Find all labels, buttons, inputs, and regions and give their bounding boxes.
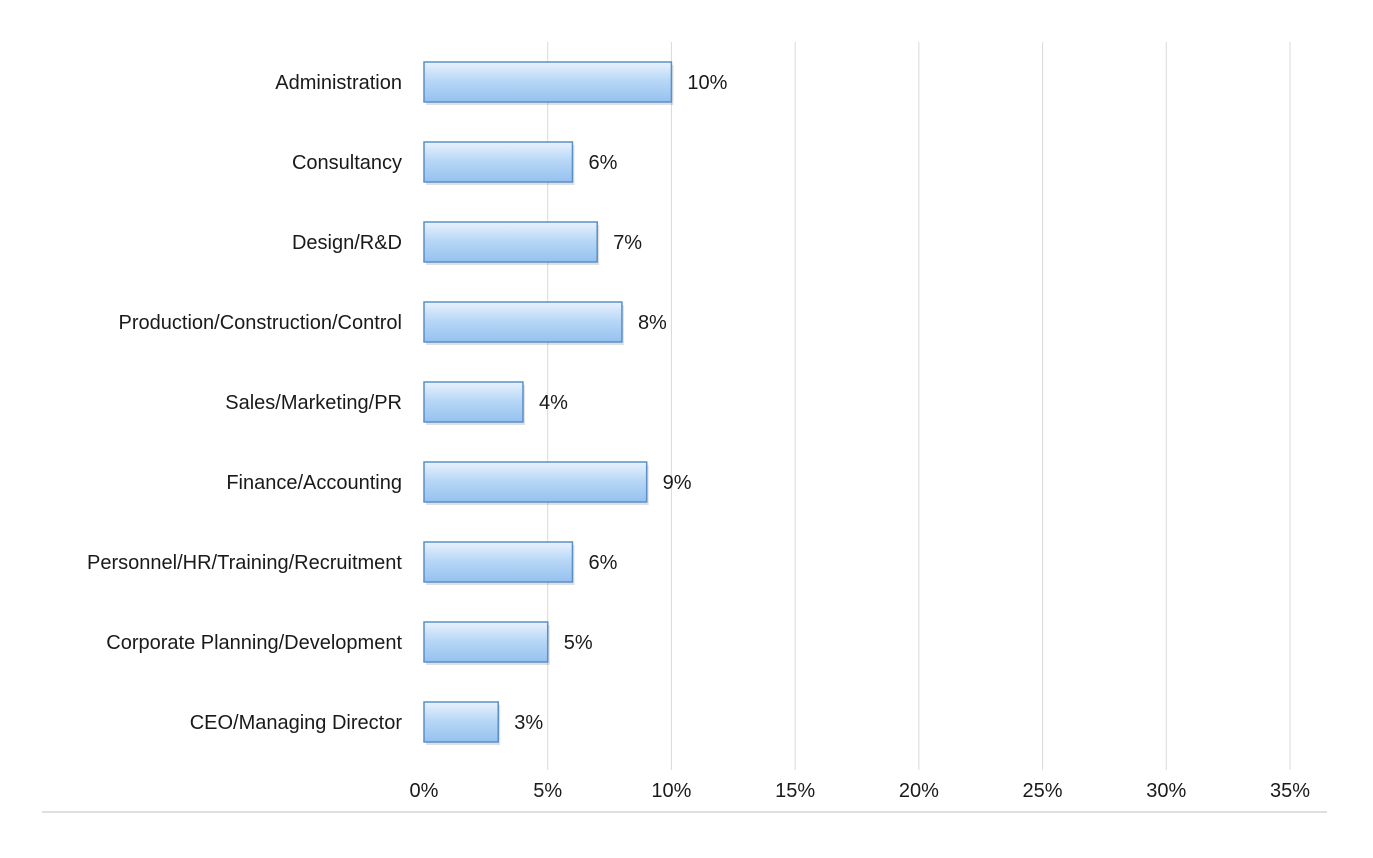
x-tick-label: 15% <box>775 780 815 802</box>
category-labels: Administration Consultancy Design/R&D Produ… <box>87 72 402 734</box>
bar <box>423 381 524 423</box>
x-tick-label: 10% <box>651 780 691 802</box>
data-labels: 10% 6% 7% 8% 4% 9% 6% 5% 3% <box>514 72 727 734</box>
category-label: Consultancy <box>292 152 402 174</box>
bar <box>423 701 499 743</box>
category-label: Design/R&D <box>292 232 402 254</box>
data-label: 6% <box>588 552 617 574</box>
data-label: 6% <box>588 152 617 174</box>
data-label: 9% <box>663 472 692 494</box>
x-tick-labels: 0% 5% 10% 15% 20% 25% 30% 35% <box>410 780 1311 802</box>
bar <box>423 461 648 503</box>
x-tick-label: 25% <box>1023 780 1063 802</box>
category-label: Administration <box>275 72 402 94</box>
x-tick-label: 20% <box>899 780 939 802</box>
data-label: 8% <box>638 312 667 334</box>
category-label: Finance/Accounting <box>226 472 402 494</box>
bar <box>423 541 574 583</box>
x-tick-label: 35% <box>1270 780 1310 802</box>
data-label: 4% <box>539 392 568 414</box>
bar <box>423 301 623 343</box>
x-tick-label: 5% <box>533 780 562 802</box>
category-label: Production/Construction/Control <box>119 312 402 334</box>
gridlines <box>547 42 1291 770</box>
category-label: CEO/Managing Director <box>190 712 403 734</box>
data-label: 10% <box>687 72 727 94</box>
category-label: Sales/Marketing/PR <box>225 392 402 414</box>
category-label: Personnel/HR/Training/Recruitment <box>87 552 402 574</box>
x-tick-label: 30% <box>1146 780 1186 802</box>
data-label: 3% <box>514 712 543 734</box>
bar <box>423 141 574 183</box>
bar <box>423 221 598 263</box>
bar <box>423 61 673 103</box>
category-label: Corporate Planning/Development <box>106 632 402 654</box>
bars <box>423 61 674 745</box>
data-label: 5% <box>564 632 593 654</box>
data-label: 7% <box>613 232 642 254</box>
bar <box>423 621 549 663</box>
x-tick-label: 0% <box>410 780 439 802</box>
